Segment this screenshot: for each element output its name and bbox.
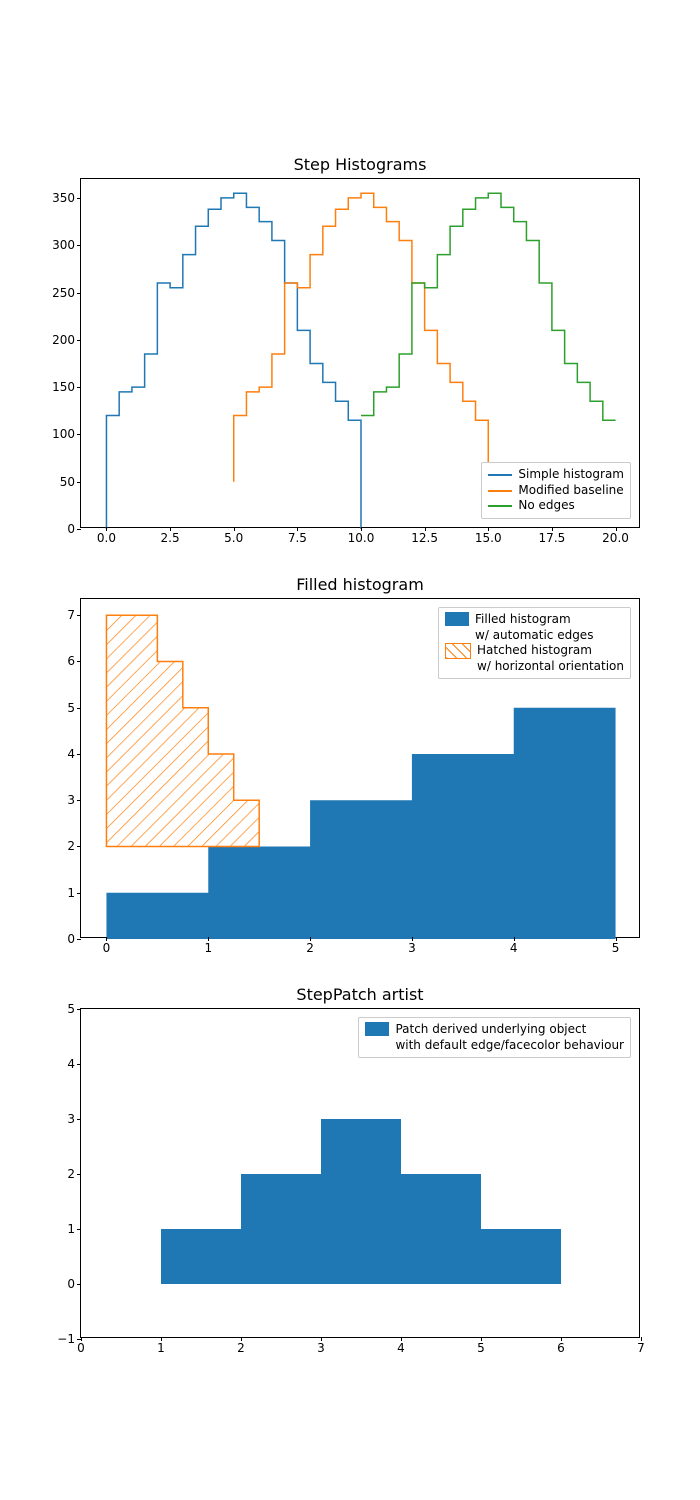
xtick-label: 4: [397, 1337, 405, 1355]
xtick-label: 2: [306, 937, 314, 955]
chart3-axes: Patch derived underlying objectwith defa…: [80, 1008, 640, 1338]
ytick-label: 5: [67, 1002, 81, 1016]
chart3-svg: [81, 1009, 641, 1339]
xtick-label: 7: [637, 1337, 645, 1355]
ytick-label: 200: [52, 333, 81, 347]
xtick-label: 10.0: [348, 527, 375, 545]
ytick-label: 1: [67, 1222, 81, 1236]
ytick-label: 4: [67, 1057, 81, 1071]
legend-label: Modified baseline: [518, 483, 623, 499]
ytick-label: 4: [67, 747, 81, 761]
xtick-label: 12.5: [411, 527, 438, 545]
ytick-label: 50: [60, 475, 81, 489]
ytick-label: 0: [67, 522, 81, 536]
legend-row: Filled histogramw/ automatic edges: [445, 612, 624, 643]
xtick-label: 6: [557, 1337, 565, 1355]
chart2-title: Filled histogram: [80, 575, 640, 594]
legend-label: Filled histogramw/ automatic edges: [475, 612, 593, 643]
xtick-label: 7.5: [288, 527, 307, 545]
ytick-label: 3: [67, 793, 81, 807]
legend-label: Simple histogram: [518, 467, 624, 483]
xtick-label: 15.0: [475, 527, 502, 545]
legend-row: Hatched histogramw/ horizontal orientati…: [445, 643, 624, 674]
legend-row: Simple histogram: [488, 467, 624, 483]
legend-swatch: [488, 490, 512, 492]
ytick-label: 250: [52, 286, 81, 300]
chart3-legend: Patch derived underlying objectwith defa…: [358, 1017, 631, 1058]
legend-label: No edges: [518, 498, 574, 514]
legend-swatch: [488, 474, 512, 476]
xtick-label: 5.0: [224, 527, 243, 545]
ytick-label: 7: [67, 608, 81, 622]
chart2-legend: Filled histogramw/ automatic edgesHatche…: [438, 607, 631, 679]
legend-row: No edges: [488, 498, 624, 514]
chart1-axes: Simple histogramModified baselineNo edge…: [80, 178, 640, 528]
xtick-label: 3: [317, 1337, 325, 1355]
ytick-label: 2: [67, 1167, 81, 1181]
chart1-legend: Simple histogramModified baselineNo edge…: [481, 462, 631, 519]
ytick-label: 2: [67, 839, 81, 853]
ytick-label: 5: [67, 701, 81, 715]
xtick-label: 0.0: [97, 527, 116, 545]
ytick-label: 350: [52, 191, 81, 205]
chart1-title: Step Histograms: [80, 155, 640, 174]
xtick-label: 2: [237, 1337, 245, 1355]
legend-swatch: [445, 643, 471, 659]
legend-swatch: [488, 505, 512, 507]
chart3-title: StepPatch artist: [80, 985, 640, 1004]
xtick-label: 0: [103, 937, 111, 955]
legend-label: Hatched histogramw/ horizontal orientati…: [477, 643, 624, 674]
ytick-label: 6: [67, 654, 81, 668]
xtick-label: 17.5: [539, 527, 566, 545]
hatched-hist: [106, 615, 259, 846]
legend-swatch: [365, 1022, 389, 1036]
ytick-label: 150: [52, 380, 81, 394]
step-patch: [161, 1119, 561, 1284]
xtick-label: 1: [204, 937, 212, 955]
legend-label: Patch derived underlying objectwith defa…: [395, 1022, 624, 1053]
xtick-label: 3: [408, 937, 416, 955]
xtick-label: 4: [510, 937, 518, 955]
legend-row: Patch derived underlying objectwith defa…: [365, 1022, 624, 1053]
xtick-label: 5: [477, 1337, 485, 1355]
ytick-label: 0: [67, 932, 81, 946]
ytick-label: 1: [67, 886, 81, 900]
xtick-label: 2.5: [161, 527, 180, 545]
legend-row: Modified baseline: [488, 483, 624, 499]
chart2-axes: Filled histogramw/ automatic edgesHatche…: [80, 598, 640, 938]
legend-swatch: [445, 612, 469, 626]
ytick-label: 3: [67, 1112, 81, 1126]
xtick-label: 20.0: [602, 527, 629, 545]
ytick-label: 100: [52, 427, 81, 441]
ytick-label: 0: [67, 1277, 81, 1291]
xtick-label: 5: [612, 937, 620, 955]
xtick-label: 1: [157, 1337, 165, 1355]
ytick-label: 300: [52, 238, 81, 252]
ytick-label: −1: [57, 1332, 81, 1346]
